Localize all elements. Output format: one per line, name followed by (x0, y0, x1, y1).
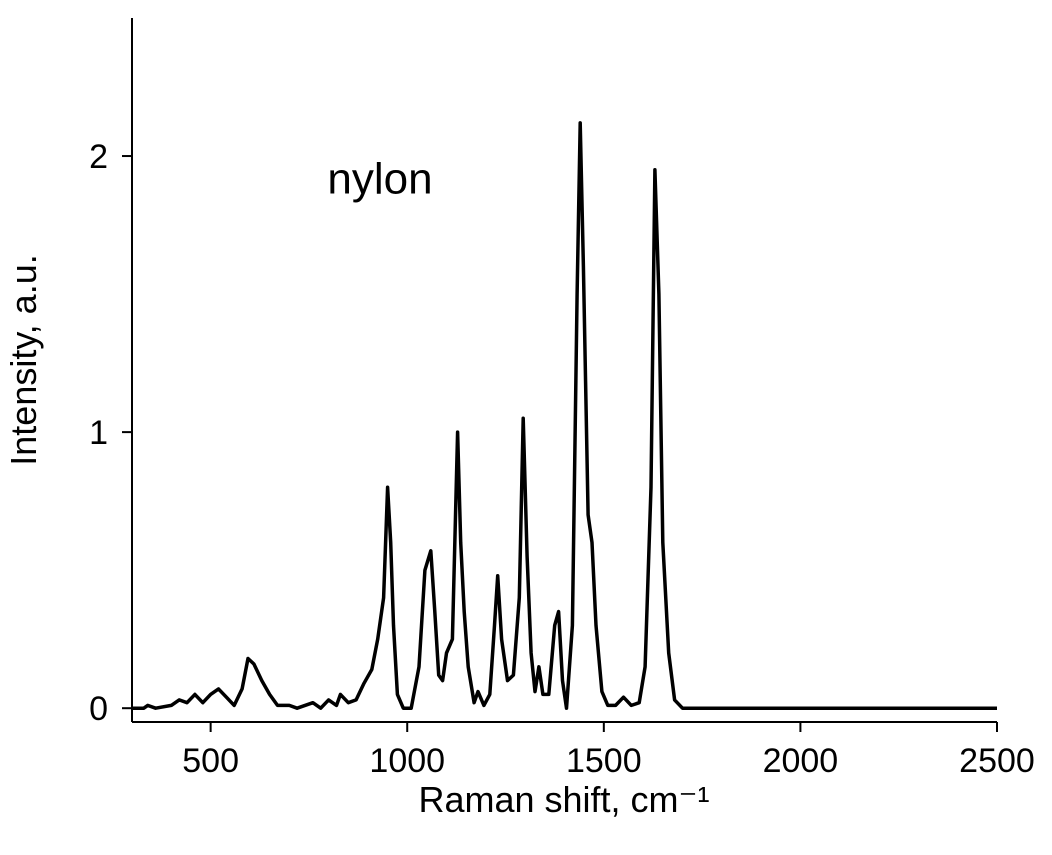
x-axis-title: Raman shift, cm⁻¹ (418, 779, 709, 820)
y-tick-label: 2 (89, 138, 108, 176)
x-tick-label: 1000 (369, 742, 445, 780)
y-tick-label: 0 (89, 690, 108, 728)
spectrum-line (132, 121, 997, 710)
y-axis-title: Intensity, a.u. (3, 254, 44, 465)
x-tick-label: 2000 (763, 742, 839, 780)
y-tick-label: 1 (89, 414, 108, 452)
x-tick-label: 500 (182, 742, 239, 780)
x-tick-label: 1500 (566, 742, 642, 780)
annotation: nylon (327, 155, 432, 204)
x-tick-label: 2500 (959, 742, 1035, 780)
